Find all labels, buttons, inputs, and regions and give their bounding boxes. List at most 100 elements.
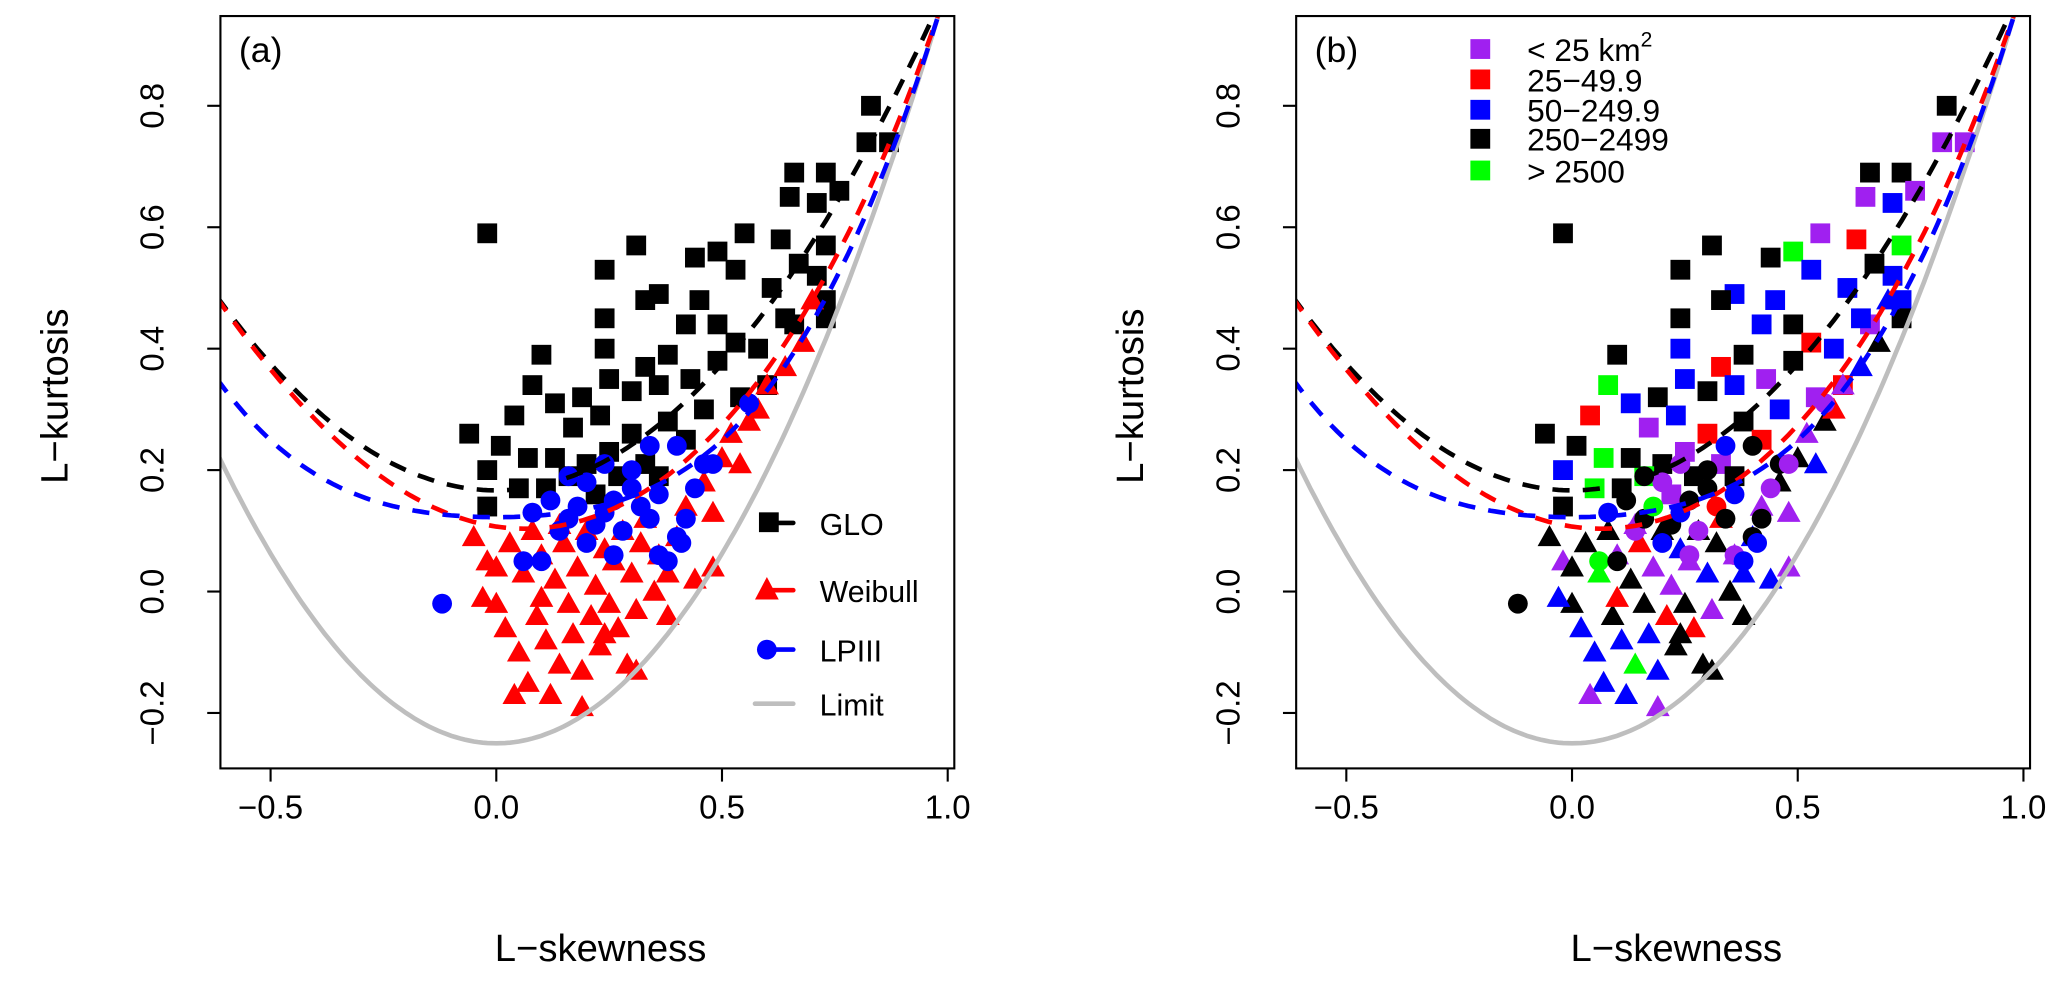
glo-point xyxy=(1535,423,1555,444)
legend-square-icon xyxy=(1470,160,1491,181)
weibull-point xyxy=(1650,518,1675,541)
lpiii-point xyxy=(612,520,633,541)
lpiii-point xyxy=(1652,533,1673,553)
lpiii-point xyxy=(1751,508,1772,529)
glo-point xyxy=(477,460,498,481)
glo-point xyxy=(1665,405,1686,426)
lpiii-point xyxy=(1616,490,1637,511)
weibull-point xyxy=(1632,591,1657,613)
glo-point xyxy=(1652,454,1673,474)
glo-point xyxy=(680,369,701,389)
glo-point xyxy=(599,369,620,389)
lpiii-point xyxy=(666,435,687,456)
glo-point xyxy=(459,423,480,444)
weibull-point xyxy=(1537,525,1562,547)
weibull-point xyxy=(529,585,554,607)
glo-point xyxy=(635,356,656,377)
lpiii-point xyxy=(685,478,705,499)
glo-point xyxy=(1711,356,1731,377)
glo-point xyxy=(1769,399,1790,420)
lpiii-point xyxy=(1598,502,1619,523)
weibull-point xyxy=(655,603,680,626)
legend-label-text: 50−249.9 xyxy=(1527,93,1660,129)
legend-label-text: 250−2499 xyxy=(1527,122,1669,158)
legend-square-icon xyxy=(1470,69,1491,90)
lpiii-curve xyxy=(220,16,941,520)
lpiii-point xyxy=(1715,435,1736,456)
glo-point xyxy=(1760,247,1781,268)
y-tick-label: 0.8 xyxy=(134,83,171,129)
theoretical-curves xyxy=(220,16,941,746)
glo-point xyxy=(1724,375,1745,395)
legend-distributions: GLO Weibull LPIII Limit xyxy=(752,509,919,723)
glo-point xyxy=(815,162,836,183)
glo-point xyxy=(1801,259,1822,280)
weibull-point xyxy=(1673,591,1697,613)
limit-curve xyxy=(1296,16,2017,746)
lpiii-point xyxy=(1742,435,1763,456)
glo-point xyxy=(1756,369,1777,389)
weibull-curve xyxy=(1296,16,2016,532)
data-points xyxy=(1507,95,1975,717)
legend-label-text: > 2500 xyxy=(1527,153,1625,189)
glo-point xyxy=(563,417,583,438)
weibull-point xyxy=(1663,634,1688,656)
legend-label: Weibull xyxy=(820,576,919,609)
weibull-point xyxy=(534,628,558,650)
glo-point xyxy=(477,223,498,244)
lpiii-point xyxy=(1507,593,1528,614)
x-tick-label: 0.0 xyxy=(1549,789,1595,826)
weibull-point xyxy=(1546,585,1571,607)
weibull-point xyxy=(606,616,631,638)
glo-point xyxy=(1711,290,1731,310)
glo-point xyxy=(1733,411,1754,432)
lpiii-point xyxy=(703,454,723,474)
glo-point xyxy=(1936,95,1957,116)
weibull-point xyxy=(746,397,770,419)
glo-point xyxy=(725,332,746,353)
glo-point xyxy=(707,314,728,335)
legend-label: Limit xyxy=(820,690,885,723)
lpiii-point xyxy=(639,435,660,456)
weibull-point xyxy=(619,561,644,583)
glo-point xyxy=(1697,381,1718,402)
x-axis-title: L−skewness xyxy=(495,927,707,970)
legend-square-icon xyxy=(758,512,779,533)
glo-point xyxy=(861,95,881,116)
weibull-point xyxy=(484,555,509,577)
weibull-point xyxy=(506,640,531,662)
weibull-point xyxy=(1821,397,1846,419)
glo-point xyxy=(1783,241,1804,262)
glo-point xyxy=(594,338,615,359)
glo-point xyxy=(815,235,836,256)
glo-point xyxy=(1801,332,1822,353)
legend-label-text: 25−49.9 xyxy=(1527,62,1642,98)
weibull-point xyxy=(1573,531,1598,553)
glo-point xyxy=(522,375,543,395)
glo-curve xyxy=(220,16,936,493)
lpiii-point xyxy=(1715,508,1736,529)
glo-point xyxy=(1593,448,1614,468)
glo-point xyxy=(784,162,805,183)
weibull-point xyxy=(1668,622,1693,644)
glo-point xyxy=(1751,314,1772,335)
glo-point xyxy=(1670,259,1691,280)
lpiii-point xyxy=(1760,478,1781,499)
glo-point xyxy=(1846,229,1867,250)
lpiii-point xyxy=(1747,533,1768,553)
weibull-point xyxy=(1609,628,1634,650)
weibull-point xyxy=(1659,573,1684,595)
weibull-point xyxy=(1812,409,1837,431)
lpiii-point xyxy=(671,533,692,553)
weibull-point xyxy=(547,652,572,674)
glo-point xyxy=(657,344,678,365)
weibull-point xyxy=(1636,622,1661,644)
weibull-point xyxy=(502,682,527,704)
legend-label: LPIII xyxy=(820,635,882,668)
glo-point xyxy=(1697,423,1718,444)
weibull-point xyxy=(1623,652,1648,674)
weibull-point xyxy=(592,622,617,644)
glo-point xyxy=(1620,448,1641,468)
glo-point xyxy=(748,338,769,359)
